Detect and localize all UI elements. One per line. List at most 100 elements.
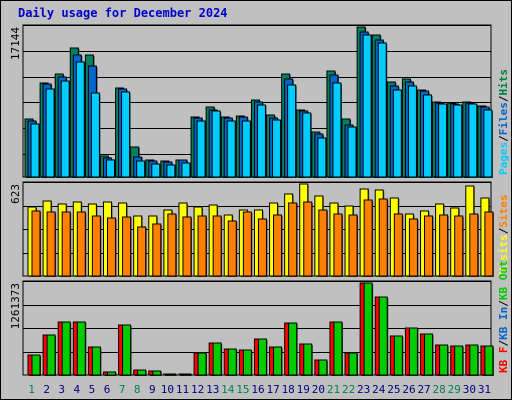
bar-sites-day-8 xyxy=(137,226,147,277)
bar-kb-out-day-10 xyxy=(167,373,177,376)
bar-pages-day-21 xyxy=(332,82,342,178)
bar-pages-day-18 xyxy=(287,84,297,178)
legend-pages: Pages xyxy=(497,142,510,175)
bar-pages-day-25 xyxy=(392,89,402,178)
bar-pages-day-28 xyxy=(438,103,448,178)
x-tick-label-day-9: 9 xyxy=(149,383,156,396)
bar-pages-day-10 xyxy=(166,164,176,178)
bar-kb-out-day-25 xyxy=(393,335,403,376)
x-tick-label-day-25: 25 xyxy=(387,383,400,396)
bar-sites-day-17 xyxy=(273,214,283,277)
x-tick-label-day-15: 15 xyxy=(236,383,249,396)
bar-sites-day-6 xyxy=(106,217,116,277)
bar-sites-day-4 xyxy=(76,211,86,277)
bar-kb-out-day-12 xyxy=(197,352,207,376)
panel-3-max-label: 1261373 xyxy=(9,283,22,329)
bar-kb-out-day-9 xyxy=(152,370,162,376)
x-tick-label-day-2: 2 xyxy=(43,383,50,396)
bar-sites-day-27 xyxy=(424,215,434,277)
x-tick-label-day-4: 4 xyxy=(74,383,81,396)
x-tick-label-day-17: 17 xyxy=(266,383,279,396)
bar-kb-out-day-1 xyxy=(31,354,41,376)
x-tick-label-day-19: 19 xyxy=(297,383,310,396)
bar-kb-out-day-19 xyxy=(303,343,313,376)
bar-pages-day-9 xyxy=(151,163,161,178)
bar-sites-day-5 xyxy=(91,215,101,277)
x-tick-label-day-18: 18 xyxy=(282,383,295,396)
bar-pages-day-31 xyxy=(483,109,493,178)
bar-pages-day-7 xyxy=(121,91,131,178)
legend-kb-out: KB Out xyxy=(497,260,510,300)
bar-pages-day-13 xyxy=(211,110,221,178)
bar-sites-day-21 xyxy=(333,213,343,277)
bar-sites-day-11 xyxy=(182,216,192,277)
x-tick-label-day-30: 30 xyxy=(463,383,476,396)
legend-visits: Visits xyxy=(497,234,510,274)
legend-separator: / xyxy=(497,340,510,347)
x-tick-label-day-26: 26 xyxy=(402,383,415,396)
panel-1-legend: Pages/Files/Hits xyxy=(497,69,510,175)
bar-sites-day-15 xyxy=(242,211,252,277)
panel-1-max-label: 17144 xyxy=(9,27,22,60)
x-tick-label-day-11: 11 xyxy=(176,383,189,396)
bar-sites-day-14 xyxy=(227,220,237,277)
bar-pages-day-1 xyxy=(30,123,40,178)
bar-pages-day-24 xyxy=(377,42,387,178)
x-tick-label-day-31: 31 xyxy=(478,383,491,396)
x-tick-label-day-24: 24 xyxy=(372,383,386,396)
bar-kb-out-day-8 xyxy=(137,369,147,376)
legend-kb-f: KB F xyxy=(497,347,510,374)
bar-sites-day-31 xyxy=(484,211,494,277)
x-tick-label-day-21: 21 xyxy=(327,383,340,396)
bar-kb-out-day-26 xyxy=(408,327,418,376)
x-tick-label-day-23: 23 xyxy=(357,383,370,396)
x-tick-label-day-1: 1 xyxy=(28,383,35,396)
legend-separator: / xyxy=(497,95,510,102)
x-tick-label-day-7: 7 xyxy=(119,383,126,396)
bar-sites-day-10 xyxy=(167,213,177,277)
bar-sites-day-19 xyxy=(303,201,313,277)
bar-pages-day-15 xyxy=(241,120,251,178)
bar-kb-out-day-18 xyxy=(288,322,298,376)
legend-separator: / xyxy=(497,135,510,142)
bar-kb-out-day-17 xyxy=(273,346,283,376)
bar-kb-out-day-29 xyxy=(454,345,464,376)
x-tick-label-day-8: 8 xyxy=(134,383,141,396)
bar-kb-out-day-7 xyxy=(122,324,132,376)
bar-kb-out-day-28 xyxy=(439,344,449,376)
bar-pages-day-12 xyxy=(196,120,206,178)
bar-pages-day-2 xyxy=(45,88,55,178)
bar-pages-day-3 xyxy=(60,80,70,178)
x-tick-label-day-5: 5 xyxy=(89,383,96,396)
bar-kb-out-day-15 xyxy=(242,349,252,376)
bar-pages-day-19 xyxy=(302,112,312,178)
bar-sites-day-24 xyxy=(378,198,388,277)
bar-sites-day-26 xyxy=(408,218,418,277)
panel-3-legend: KB F/KB In/KB Out xyxy=(497,260,510,373)
bar-pages-day-14 xyxy=(226,120,236,178)
bar-sites-day-3 xyxy=(61,211,71,277)
x-tick-label-day-22: 22 xyxy=(342,383,355,396)
bar-sites-day-1 xyxy=(31,210,41,277)
bar-pages-day-4 xyxy=(75,61,85,178)
bar-pages-day-29 xyxy=(453,104,463,178)
bar-kb-out-day-11 xyxy=(182,373,192,376)
bar-kb-out-day-6 xyxy=(106,371,116,376)
panel-2-legend: Visits/Sites xyxy=(497,195,510,275)
bar-kb-out-day-23 xyxy=(363,282,373,376)
bar-kb-out-day-5 xyxy=(91,346,101,376)
x-tick-label-day-10: 10 xyxy=(161,383,174,396)
x-tick-label-day-29: 29 xyxy=(448,383,461,396)
bar-sites-day-9 xyxy=(152,223,162,277)
x-tick-label-day-16: 16 xyxy=(251,383,264,396)
bar-sites-day-2 xyxy=(46,211,56,277)
x-tick-label-day-20: 20 xyxy=(312,383,325,396)
legend-separator: / xyxy=(497,227,510,234)
panel-2-max-label: 623 xyxy=(9,184,22,204)
bar-pages-day-17 xyxy=(272,119,282,178)
bar-kb-out-day-2 xyxy=(46,334,56,376)
bar-kb-out-day-4 xyxy=(76,321,86,376)
x-tick-label-day-6: 6 xyxy=(104,383,111,396)
legend-sites: Sites xyxy=(497,195,510,228)
x-tick-label-day-12: 12 xyxy=(191,383,204,396)
